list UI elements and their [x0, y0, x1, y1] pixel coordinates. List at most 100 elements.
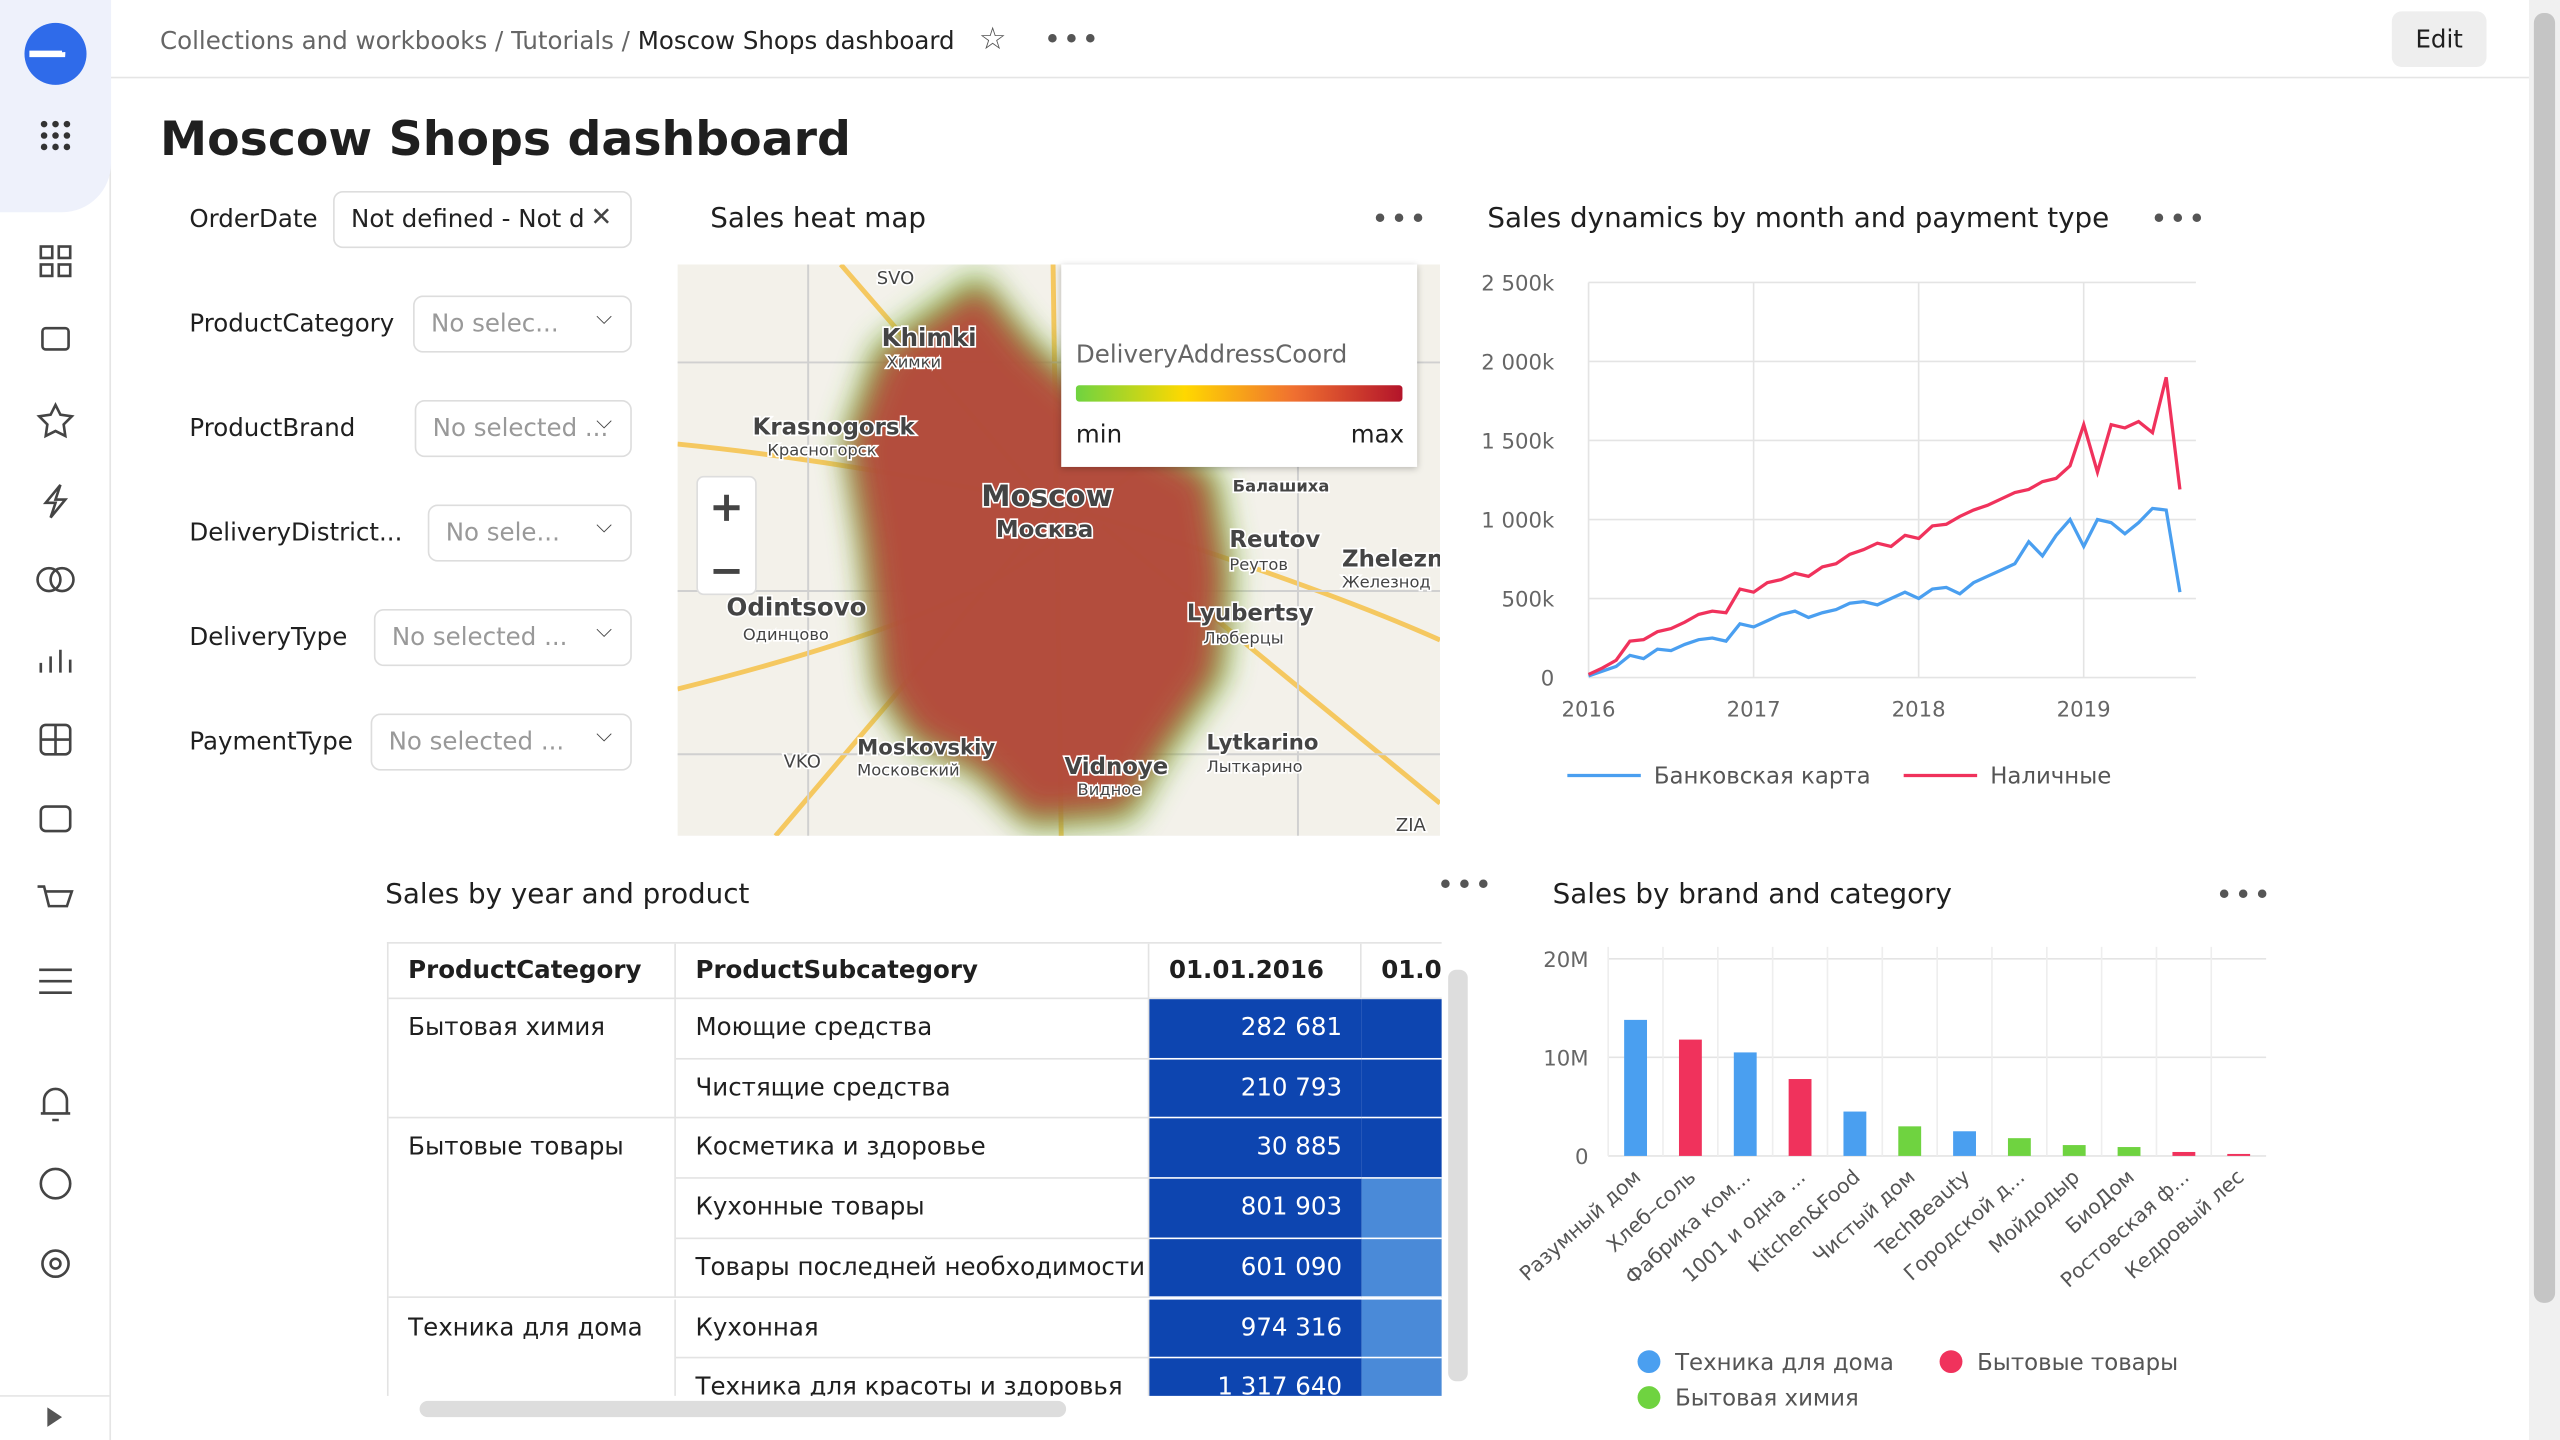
filter-label: ProductBrand — [189, 413, 356, 443]
table-hscrollbar[interactable] — [419, 1400, 1067, 1418]
value-cell: 30 885 — [1149, 1119, 1362, 1179]
filter-select[interactable]: No sele... — [427, 504, 632, 562]
column-header[interactable]: 01.01.2016 — [1149, 943, 1362, 1000]
settings-icon[interactable] — [41, 1249, 70, 1279]
favorite-star[interactable]: ☆ — [978, 21, 1007, 58]
nav-icon[interactable] — [39, 805, 72, 833]
map-label: Lytkarino — [1207, 730, 1319, 755]
breadcrumb: Moscow Shops dashboard — [637, 26, 955, 56]
nav-icon[interactable] — [39, 649, 72, 673]
widget-title: Sales by brand and category — [1552, 878, 1952, 912]
map-label: Khimki — [882, 323, 977, 352]
zoom-controls[interactable] — [696, 475, 757, 596]
value-cell: 282 681 — [1149, 999, 1362, 1060]
filter-value: Not defined - Not d — [351, 204, 585, 234]
table: ProductCategory ProductSubcategory 01.01.2… — [386, 942, 1442, 1396]
widget-title: Sales dynamics by month and payment type — [1487, 202, 2110, 236]
filter-select[interactable]: Not defined - Not d — [333, 191, 632, 249]
map-label: Krasnogorsk — [753, 414, 916, 440]
map-label: Zhelezn — [1342, 547, 1440, 573]
nav-icon[interactable] — [39, 245, 54, 260]
column-header[interactable]: ProductCategory — [388, 943, 676, 1000]
value-cell — [1361, 1238, 1442, 1299]
table-scrollbar[interactable] — [1448, 969, 1468, 1382]
edit-button[interactable]: Edit — [2391, 11, 2487, 67]
nav-icon[interactable] — [39, 968, 72, 994]
column-header[interactable]: 01.01.2017 — [1361, 944, 1442, 1000]
value-cell: 601 090 — [1149, 1238, 1362, 1299]
heatmap-widget: Sales heat map ••• MytischiKhimkiХимкиKr… — [677, 176, 1440, 836]
notifications-icon[interactable] — [40, 1087, 71, 1122]
scroll-thumb[interactable] — [2533, 13, 2556, 1303]
chevron[interactable]: ⌵ — [596, 305, 613, 330]
value-cell — [1361, 1298, 1442, 1359]
map[interactable]: MytischiKhimkiХимкиKrasnogorskКрасногорс… — [677, 264, 1440, 836]
bar-widget: Sales by brand and category ••• — [1521, 852, 2283, 1440]
value-cell: 210 793 — [1149, 1059, 1362, 1119]
chevron[interactable]: ⌵ — [596, 409, 613, 435]
chevron[interactable]: ⌵ — [596, 514, 613, 539]
filter-select[interactable]: No selected ... — [414, 399, 632, 458]
map-label: Reutov — [1229, 527, 1320, 553]
category-cell: Бытовые товары — [388, 1119, 676, 1299]
map-label: Vidnoye — [1064, 754, 1168, 780]
more-button[interactable]: ••• — [2215, 878, 2273, 913]
more-button[interactable]: ••• — [1436, 868, 1494, 903]
filter: DeliveryDistrict... No sele... ⌵ — [159, 489, 662, 575]
column-header[interactable]: ProductSubcategory — [675, 943, 1150, 1000]
nav-icon[interactable] — [36, 401, 75, 439]
map-label: Балашиха — [1233, 476, 1330, 495]
nav-icon[interactable] — [42, 484, 69, 519]
breadcrumbs: Collections and workbooks / Tutorials / … — [159, 21, 1101, 58]
nav-icon[interactable] — [37, 885, 74, 908]
value-cell: 1 317 640 — [1149, 1358, 1362, 1396]
subcategory-cell: Моющие средства — [675, 999, 1150, 1060]
map-label: Московский — [857, 761, 960, 780]
filter: ProductBrand No selected ... ⌵ — [159, 385, 662, 471]
page-title: Moscow Shops dashboard — [159, 111, 851, 167]
clear-icon[interactable]: ✕ — [590, 200, 613, 232]
value-cell — [1361, 1178, 1442, 1239]
nav-icon[interactable] — [41, 326, 70, 351]
more-button[interactable]: ••• — [2150, 202, 2208, 237]
map-label: SVO — [877, 268, 914, 289]
subcategory-cell: Чистящие средства — [675, 1059, 1150, 1119]
widget-title: Sales by year and product — [385, 878, 750, 912]
map-label: Железнод — [1342, 573, 1431, 592]
subcategory-cell: Техника для красоты и здоровья — [676, 1358, 1150, 1396]
value-cell — [1361, 1119, 1442, 1179]
more-button[interactable]: ••• — [1043, 22, 1101, 58]
map-label: Видное — [1078, 780, 1142, 799]
filter-label: DeliveryDistrict... — [189, 517, 403, 547]
map-label: Одинцово — [743, 625, 829, 644]
map-label: Химки — [887, 352, 942, 371]
apps-icon[interactable] — [40, 120, 71, 151]
subcategory-cell: Косметика и здоровье — [675, 1119, 1150, 1179]
legend-min: min — [1075, 419, 1123, 449]
nav-icon[interactable] — [36, 566, 62, 593]
breadcrumb[interactable]: Tutorials — [511, 26, 614, 56]
chevron[interactable]: ⌵ — [596, 723, 613, 748]
map-label: VKO — [784, 751, 821, 772]
more-button[interactable]: ••• — [1371, 202, 1429, 237]
legend-max: max — [1350, 419, 1405, 449]
line-widget: Sales dynamics by month and payment type… — [1456, 176, 2216, 836]
filter-select[interactable]: No selected ... — [370, 713, 632, 771]
filter-label: DeliveryType — [189, 622, 348, 652]
expand-icon[interactable] — [47, 1407, 63, 1427]
map-label: Люберцы — [1203, 628, 1283, 647]
filter-select[interactable]: No selec... — [413, 295, 632, 353]
value-cell: 974 316 — [1149, 1298, 1362, 1359]
map-label: Moskovskiy — [857, 735, 995, 760]
subcategory-cell: Кухонные товары — [675, 1178, 1150, 1239]
value-cell — [1361, 1358, 1442, 1396]
help-icon[interactable] — [39, 1167, 72, 1200]
heat-area — [848, 284, 1225, 820]
filter-value: No selec... — [431, 308, 559, 338]
breadcrumb[interactable]: Collections and workbooks — [159, 26, 488, 56]
chevron[interactable]: ⌵ — [596, 618, 613, 644]
category-cell: Техника для дома — [389, 1298, 676, 1396]
subcategory-cell: Товары последней необходимости — [675, 1238, 1150, 1299]
filter-label: PaymentType — [189, 726, 353, 756]
filter-select[interactable]: No selected ... — [373, 608, 632, 667]
